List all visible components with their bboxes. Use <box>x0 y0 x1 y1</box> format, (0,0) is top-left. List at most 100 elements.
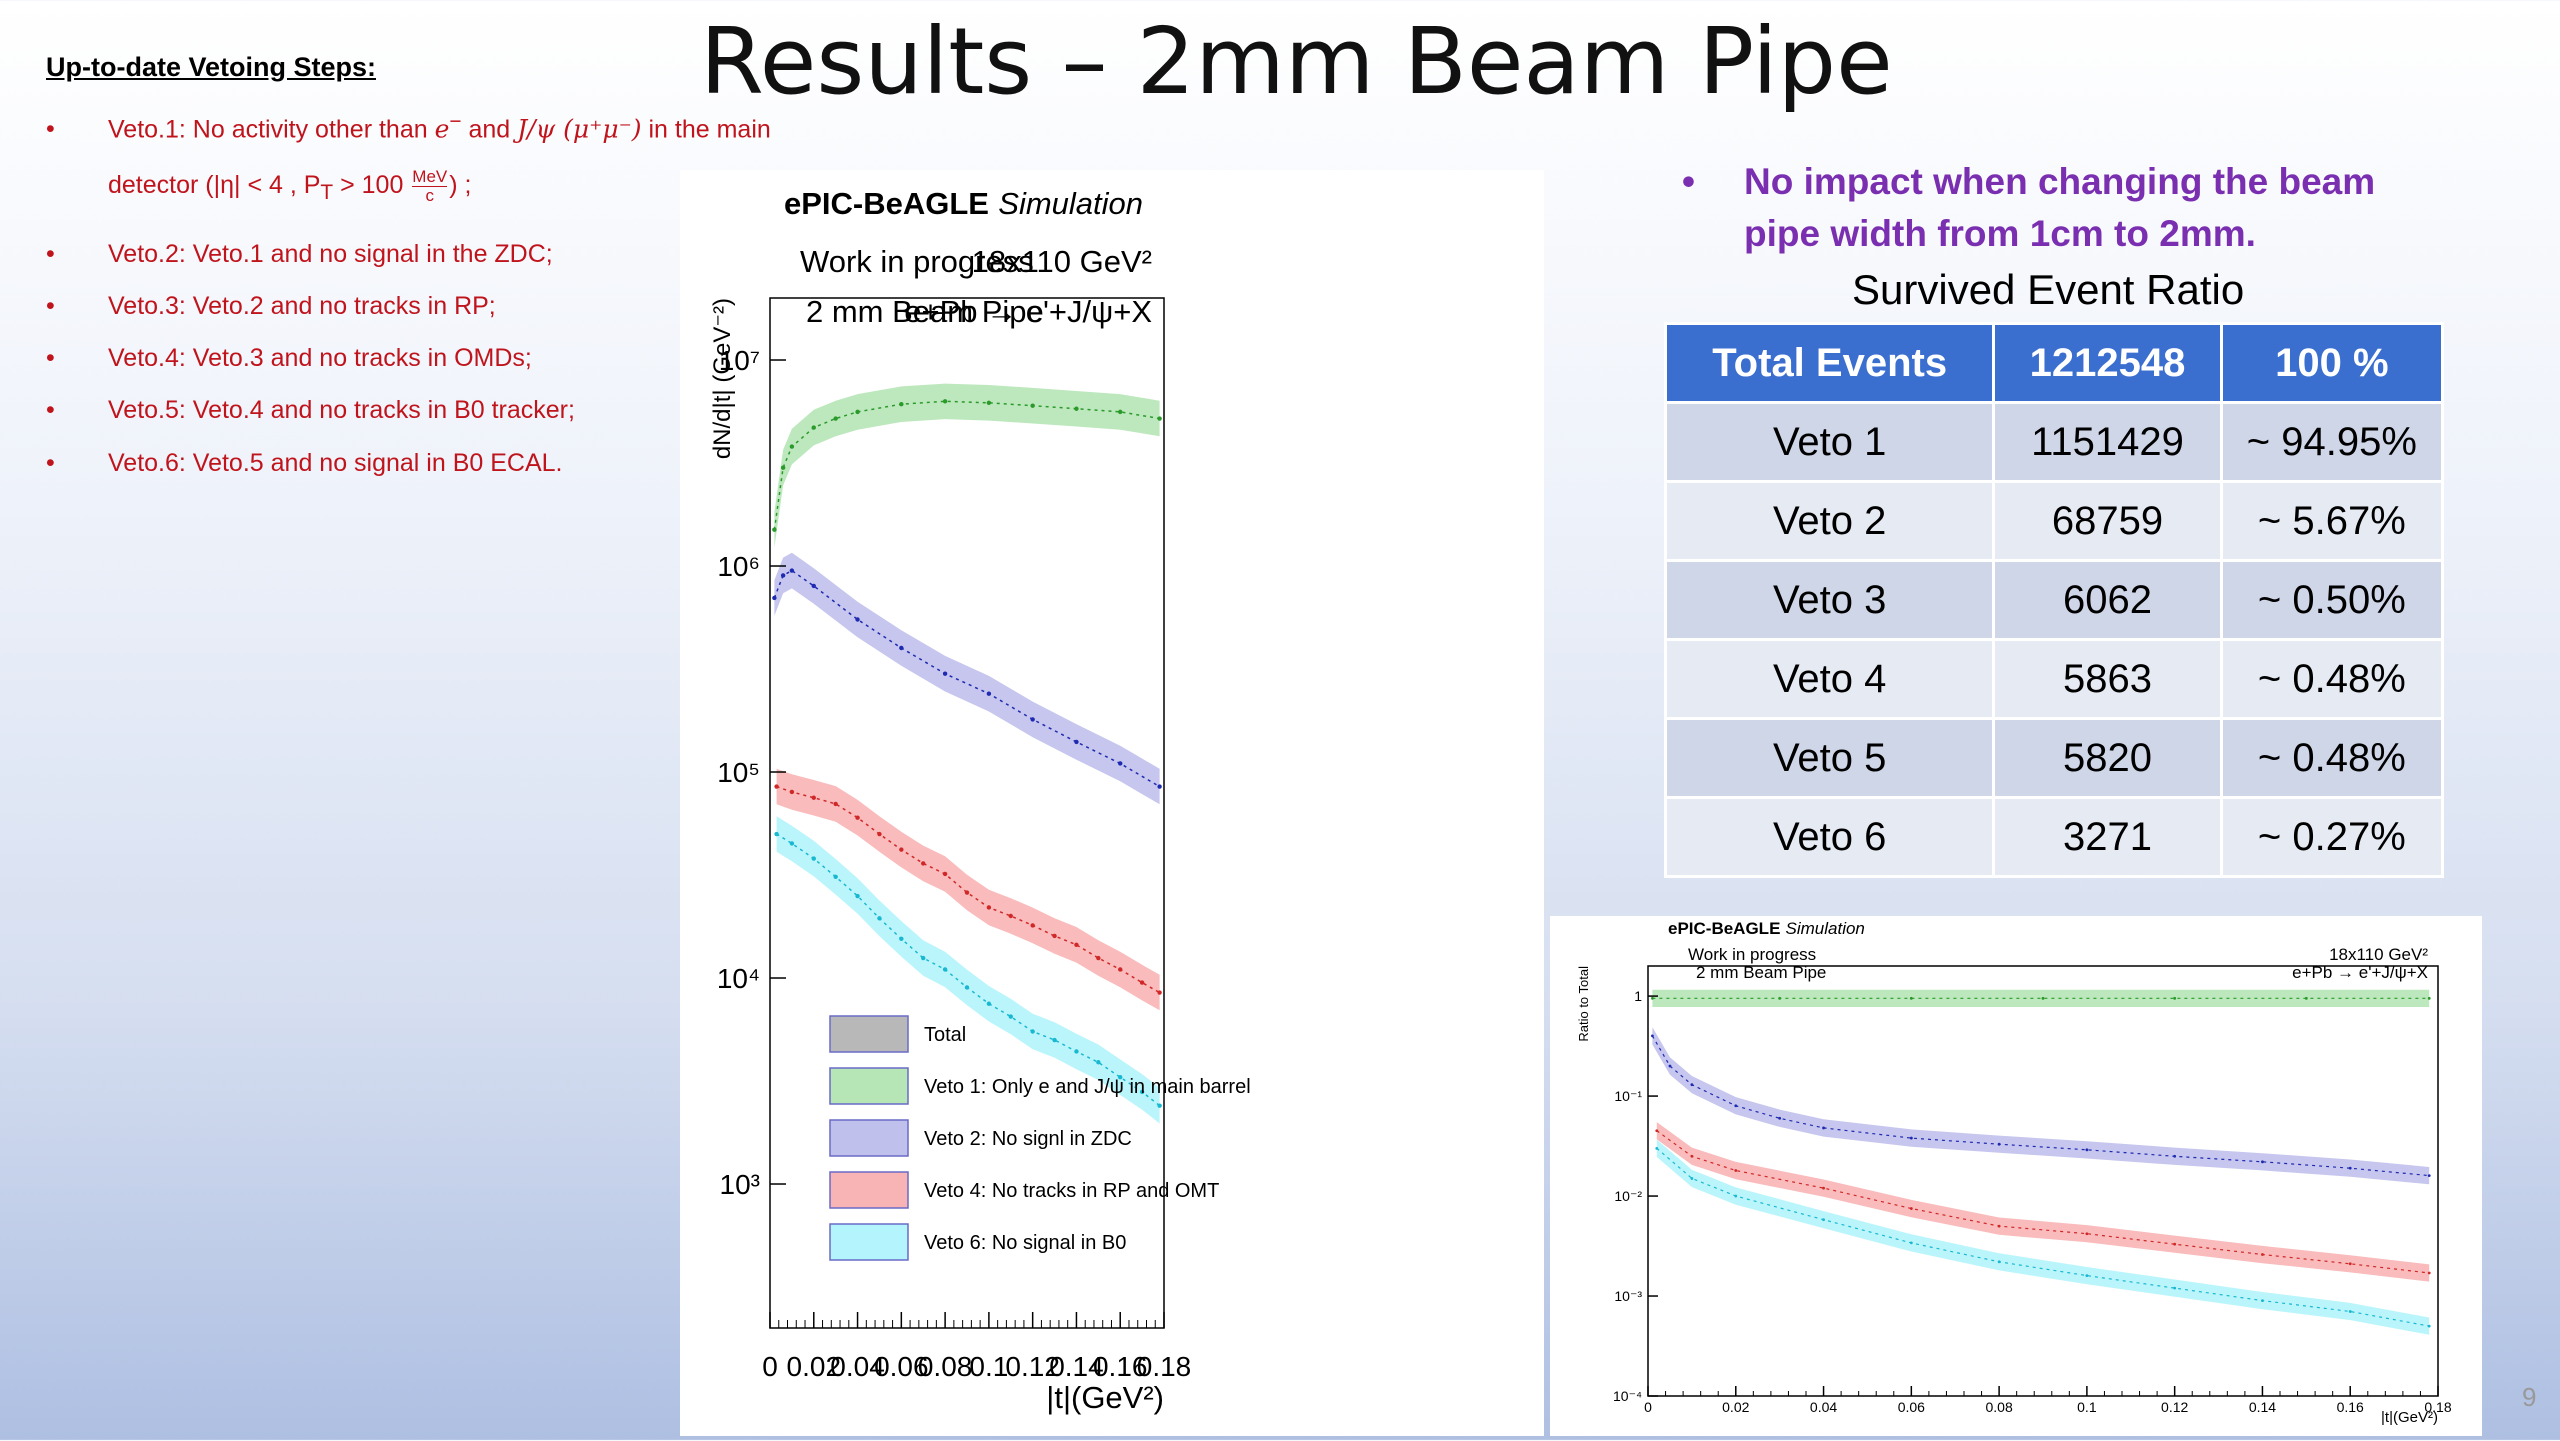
data-point <box>1074 1049 1079 1054</box>
table-header-row: Total Events 1212548 100 % <box>1663 322 2445 404</box>
table-cell: 100 % <box>2219 322 2445 404</box>
x-tick-label: 0.08 <box>918 1351 973 1382</box>
data-point <box>2427 1174 2431 1178</box>
y-tick-label: 10⁴ <box>717 963 760 994</box>
data-point <box>2085 1274 2089 1278</box>
table-cell: Veto 3 <box>1663 559 1996 641</box>
table-cell: 6062 <box>1992 559 2223 641</box>
veto2-step: • Veto.2: Veto.1 and no signal in the ZDC… <box>46 240 553 268</box>
y-tick-label: 10⁶ <box>717 551 760 582</box>
data-point <box>1074 739 1079 745</box>
legend-entry: Veto 4: No tracks in RP and OMT <box>924 1180 1219 1202</box>
x-tick-label: 0.04 <box>830 1351 885 1382</box>
data-point <box>2173 996 2177 1000</box>
data-point <box>1030 403 1035 408</box>
data-point <box>2427 996 2431 1000</box>
data-point <box>1118 409 1123 415</box>
table-cell: 1212548 <box>1992 322 2223 404</box>
data-point <box>1096 955 1101 961</box>
data-point <box>877 831 882 837</box>
data-point <box>2261 1253 2264 1256</box>
x-tick-label: 0.16 <box>2337 1399 2364 1415</box>
data-point <box>1118 967 1123 972</box>
data-point <box>1157 784 1162 789</box>
table-cell: Veto 6 <box>1663 796 1996 878</box>
data-point <box>942 399 948 404</box>
data-point <box>1690 1177 1694 1180</box>
chart-header-italic: Simulation <box>998 186 1143 221</box>
data-point <box>2173 1242 2177 1246</box>
x-tick-label: 0.18 <box>1137 1351 1192 1382</box>
data-point <box>811 795 816 800</box>
data-point <box>1157 416 1162 421</box>
y-tick-label: 10⁻³ <box>1614 1288 1642 1304</box>
series-band <box>1652 1027 2430 1185</box>
legend-entry: Total <box>924 1024 966 1046</box>
veto5-step: • Veto.5: Veto.4 and no tracks in B0 trac… <box>46 396 575 424</box>
legend-entry: Veto 6: No signal in B0 <box>924 1232 1126 1254</box>
chart-header-bold: ePIC-BeAGLE <box>1668 919 1780 938</box>
series-band <box>774 552 1160 805</box>
data-point <box>2348 1166 2352 1170</box>
table-cell: ~ 94.95% <box>2219 401 2445 483</box>
data-point <box>772 595 777 601</box>
mev-fraction: MeV c <box>412 167 448 205</box>
table-cell: ~ 0.27% <box>2219 796 2445 878</box>
data-point <box>855 893 860 899</box>
data-point <box>2427 1271 2431 1275</box>
steps-heading: Up-to-date Vetoing Steps: <box>46 52 376 82</box>
y-tick-label: 10⁻² <box>1614 1188 1642 1204</box>
data-point <box>1909 996 1913 1000</box>
data-point <box>774 831 779 837</box>
data-point <box>899 645 904 651</box>
table-cell: Veto 5 <box>1663 717 1996 799</box>
legend-entry: Veto 2: No signl in ZDC <box>924 1128 1132 1150</box>
legend-swatch <box>829 1015 909 1053</box>
data-point <box>1997 1142 2001 1146</box>
x-tick-label: 0.06 <box>874 1351 929 1382</box>
legend-swatch <box>829 1171 909 1209</box>
table-cell: 68759 <box>1992 480 2223 562</box>
veto6-step: • Veto.6: Veto.5 and no signal in B0 ECAL… <box>46 449 563 477</box>
data-point <box>877 916 882 921</box>
data-point <box>1778 1116 1782 1120</box>
data-point <box>899 847 904 852</box>
x-tick-label: 0.14 <box>2249 1399 2276 1415</box>
data-point <box>789 841 795 846</box>
veto3-step: • Veto.3: Veto.2 and no tracks in RP; <box>46 292 496 320</box>
main-chart-panel: ePIC-BeAGLE Simulation Work in progress 18x… <box>680 170 1544 1436</box>
legend-swatch <box>829 1119 909 1157</box>
data-point <box>1030 1029 1035 1034</box>
data-point <box>942 871 948 877</box>
table-cell: Veto 2 <box>1663 480 1996 562</box>
data-point <box>2041 996 2045 1000</box>
data-point <box>2085 1148 2089 1152</box>
data-point <box>1734 1104 1738 1108</box>
impact-line-1: No impact when changing the beam <box>1744 161 2376 202</box>
y-tick-label: 10⁻¹ <box>1614 1088 1642 1104</box>
data-point <box>1909 1136 1913 1140</box>
y-tick-label: 10⁷ <box>719 345 760 376</box>
annotation-beam-pipe: 2 mm Beam Pipe <box>1696 963 1826 982</box>
table-cell: ~ 5.67% <box>2219 480 2445 562</box>
table-cell: Total Events <box>1663 322 1996 404</box>
plot-frame <box>1647 965 2439 1397</box>
data-point <box>1118 761 1123 766</box>
veto4-step: • Veto.4: Veto.3 and no tracks in OMDs; <box>46 344 532 372</box>
table-cell: Veto 1 <box>1663 401 1996 483</box>
data-point <box>1778 996 1782 1000</box>
table-cell: 5863 <box>1992 638 2223 720</box>
x-tick-label: 0.08 <box>1985 1399 2012 1415</box>
page-number: 9 <box>2522 1382 2537 1412</box>
table-row: Veto 1 1151429 ~ 94.95% <box>1663 401 2445 483</box>
y-tick-label: 10³ <box>720 1169 760 1200</box>
data-point <box>1822 1218 1825 1222</box>
data-point <box>811 425 816 430</box>
data-point <box>2304 996 2308 1000</box>
data-point <box>833 416 838 421</box>
data-point <box>942 671 948 676</box>
data-point <box>921 861 926 866</box>
data-point <box>855 815 860 820</box>
legend-swatch <box>829 1067 909 1105</box>
data-point <box>1139 980 1145 985</box>
